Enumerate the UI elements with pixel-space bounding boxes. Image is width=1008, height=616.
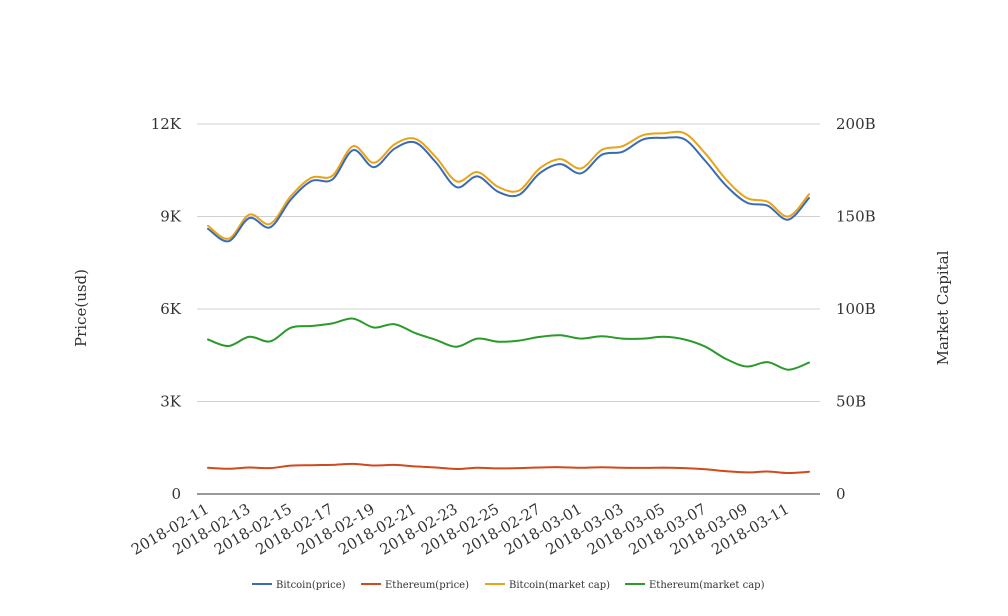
right-axis-ticks: 0 50B 100B 150B 200B xyxy=(836,115,876,503)
legend-item-bitcoin-price[interactable]: Bitcoin(price) xyxy=(252,580,346,591)
grid-lines xyxy=(197,123,820,495)
left-tick-label: 0 xyxy=(171,485,181,503)
right-tick-label: 50B xyxy=(836,393,866,411)
right-tick-label: 100B xyxy=(836,300,876,318)
right-tick-label: 0 xyxy=(836,485,846,503)
legend-label: Ethereum(market cap) xyxy=(649,580,765,591)
legend: Bitcoin(price) Ethereum(price) Bitcoin(mar… xyxy=(252,580,765,591)
left-tick-label: 12K xyxy=(151,115,182,133)
left-tick-label: 3K xyxy=(160,393,182,411)
right-tick-label: 200B xyxy=(836,115,876,133)
legend-label: Bitcoin(price) xyxy=(276,580,346,591)
x-axis-ticks: 2018-02-112018-02-132018-02-152018-02-17… xyxy=(128,500,792,559)
right-tick-label: 150B xyxy=(836,208,876,226)
series-lines xyxy=(207,130,810,475)
legend-item-ethereum-price[interactable]: Ethereum(price) xyxy=(361,580,469,591)
legend-item-bitcoin-market-cap[interactable]: Bitcoin(market cap) xyxy=(485,580,610,591)
left-tick-label: 9K xyxy=(160,208,182,226)
series-line-bitcoin-market-cap xyxy=(207,130,810,240)
left-axis-ticks: 0 3K 6K 9K 12K xyxy=(151,115,182,503)
legend-label: Ethereum(price) xyxy=(385,580,469,591)
y-axis-title: Price(usd) xyxy=(72,269,90,347)
legend-item-ethereum-market-cap[interactable]: Ethereum(market cap) xyxy=(625,580,765,591)
y2-axis-title: Market Capital xyxy=(934,250,952,365)
legend-label: Bitcoin(market cap) xyxy=(509,580,610,591)
series-line-bitcoin-price xyxy=(207,136,810,243)
series-line-ethereum-market-cap xyxy=(207,317,810,371)
series-line-ethereum-price xyxy=(207,462,810,475)
left-tick-label: 6K xyxy=(160,300,182,318)
